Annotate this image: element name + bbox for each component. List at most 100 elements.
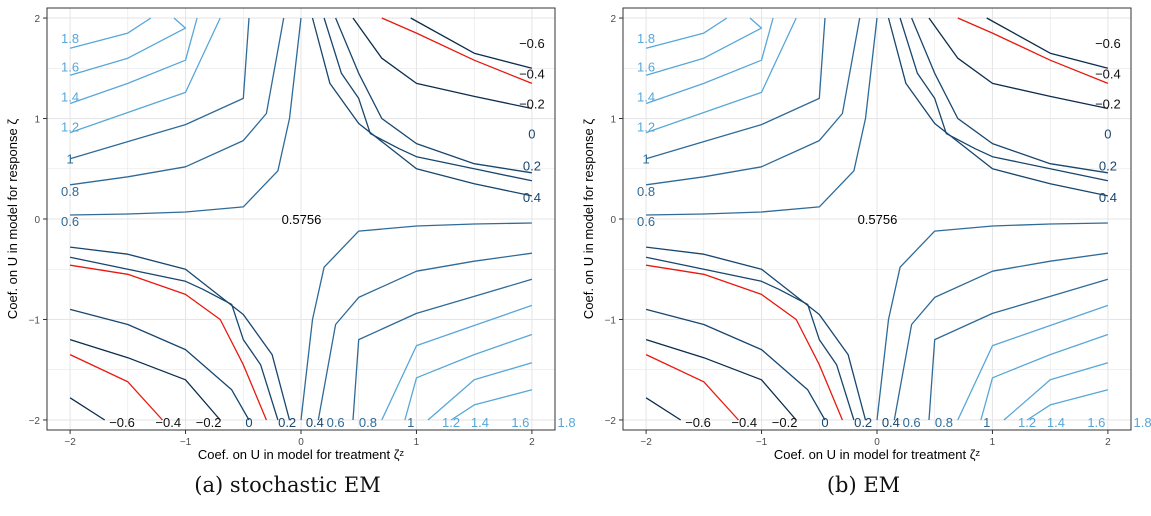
x-tick-label: 0 bbox=[298, 437, 304, 448]
contour-label: 0.6 bbox=[327, 415, 345, 430]
contour-line bbox=[980, 333, 1109, 421]
contour-line bbox=[645, 354, 739, 421]
contour-line bbox=[645, 17, 774, 105]
contour-line bbox=[645, 308, 826, 421]
contour-label: 1 bbox=[66, 152, 73, 167]
contour-label: 0.8 bbox=[637, 184, 655, 199]
contour-plot-b: 1.81.61.41.210.80.6−0.6−0.4−0.200.20.4−0… bbox=[581, 7, 1151, 462]
observed-label: 0.5756 bbox=[858, 212, 898, 227]
y-tick-label: −1 bbox=[605, 315, 617, 326]
y-axis-title: Coef. on U in model for response ζ bbox=[581, 119, 596, 319]
contour-label: 1.8 bbox=[558, 415, 575, 430]
contour-line bbox=[69, 354, 163, 421]
contour-label: 0 bbox=[528, 127, 535, 142]
contour-line bbox=[70, 17, 302, 216]
contour-line bbox=[69, 17, 187, 76]
contour-label: 0.8 bbox=[359, 415, 377, 430]
contour-line bbox=[646, 17, 878, 216]
contour-line bbox=[911, 17, 1109, 174]
contour-label: −0.2 bbox=[196, 415, 222, 430]
contour-label: 1.4 bbox=[471, 415, 489, 430]
contour-label: 0.8 bbox=[935, 415, 953, 430]
x-tick-label: 2 bbox=[1105, 437, 1111, 448]
contour-line bbox=[352, 17, 533, 110]
contour-label: 1.4 bbox=[637, 89, 655, 104]
contour-label: 0.2 bbox=[1099, 159, 1117, 174]
contour-label: −0.4 bbox=[155, 415, 181, 430]
x-tick-label: −1 bbox=[756, 437, 768, 448]
contour-label: −0.6 bbox=[519, 36, 545, 51]
x-tick-label: 0 bbox=[874, 437, 880, 448]
y-axis-title: Coef. on U in model for response ζ bbox=[5, 119, 20, 319]
contour-label: 1.6 bbox=[637, 59, 655, 74]
contour-line bbox=[410, 17, 533, 69]
panel-b: 1.8 1.6 1.4 1.2 1 0.8 0.6 −0.6 −0.4 −0.2 0 0.2 0.4 −0… bbox=[576, 0, 1151, 516]
contour-line bbox=[928, 278, 1109, 421]
contour-line bbox=[887, 17, 1109, 197]
contour-label: −0.2 bbox=[1095, 96, 1121, 111]
contour-line bbox=[404, 333, 533, 421]
contour-line bbox=[645, 17, 728, 49]
contour-label: 0.4 bbox=[1099, 190, 1117, 205]
contour-line bbox=[876, 222, 1108, 421]
contour-line bbox=[300, 222, 532, 421]
contour-label: 1.8 bbox=[61, 31, 79, 46]
x-tick-label: −2 bbox=[64, 437, 76, 448]
contour-line bbox=[645, 17, 826, 160]
contour-line bbox=[323, 17, 533, 182]
contour-line bbox=[69, 256, 279, 421]
x-axis-title: Coef. on U in model for treatment ζᶻ bbox=[198, 447, 405, 462]
contour-line bbox=[69, 17, 221, 134]
contour-label: 0.6 bbox=[903, 415, 921, 430]
contour-line bbox=[645, 264, 843, 421]
y-tick-label: −1 bbox=[29, 315, 41, 326]
contour-line bbox=[69, 17, 152, 49]
contour-label: 0.6 bbox=[637, 214, 655, 229]
contour-label: 1 bbox=[983, 415, 990, 430]
contour-line bbox=[381, 17, 533, 85]
y-tick-label: 2 bbox=[34, 14, 40, 25]
x-tick-label: −1 bbox=[180, 437, 192, 448]
caption-b: (b) EM bbox=[826, 473, 901, 497]
contour-label: −0.4 bbox=[519, 66, 545, 81]
panel-a: 1.8 1.6 1.4 1.2 1 0.8 0.6 −0.6 −0.4 −0.2 0 0.2 0.4 −0… bbox=[0, 0, 575, 516]
contour-label: 0.6 bbox=[61, 214, 79, 229]
contour-line bbox=[69, 17, 250, 160]
contour-line bbox=[645, 256, 855, 421]
contour-line bbox=[427, 362, 533, 421]
contour-label: −0.2 bbox=[772, 415, 798, 430]
contour-label: 1.6 bbox=[1087, 415, 1105, 430]
contour-label: 0.2 bbox=[278, 415, 296, 430]
contour-line bbox=[450, 389, 533, 421]
contour-label: 1.2 bbox=[637, 120, 655, 135]
contour-label: 1.6 bbox=[61, 59, 79, 74]
contour-line bbox=[335, 17, 533, 174]
contour-line bbox=[893, 252, 1108, 421]
y-tick-label: 1 bbox=[610, 115, 616, 126]
contour-label: −0.6 bbox=[1095, 36, 1121, 51]
contour-line bbox=[646, 246, 867, 421]
contour-line bbox=[645, 397, 682, 421]
contour-label: −0.4 bbox=[731, 415, 757, 430]
contour-line bbox=[957, 17, 1109, 85]
y-tick-label: −2 bbox=[605, 416, 617, 427]
contour-label: 1.4 bbox=[61, 89, 79, 104]
contour-label: −0.2 bbox=[519, 96, 545, 111]
contour-label: 0 bbox=[1104, 127, 1111, 142]
contour-label: 1.6 bbox=[511, 415, 529, 430]
contour-label: 1.2 bbox=[442, 415, 460, 430]
contour-line bbox=[645, 338, 797, 421]
contour-label: 1 bbox=[642, 152, 649, 167]
contour-label: 1.4 bbox=[1047, 415, 1065, 430]
contour-line bbox=[1003, 362, 1109, 421]
contour-line bbox=[1026, 389, 1109, 421]
contour-line bbox=[317, 252, 532, 421]
contour-line bbox=[928, 17, 1109, 110]
contour-line bbox=[646, 17, 861, 186]
contour-label: −0.4 bbox=[1095, 66, 1121, 81]
x-tick-label: −2 bbox=[640, 437, 652, 448]
contour-label: −0.6 bbox=[109, 415, 135, 430]
contour-label: 0.2 bbox=[523, 159, 541, 174]
contour-line bbox=[69, 338, 221, 421]
contour-line bbox=[69, 17, 198, 105]
